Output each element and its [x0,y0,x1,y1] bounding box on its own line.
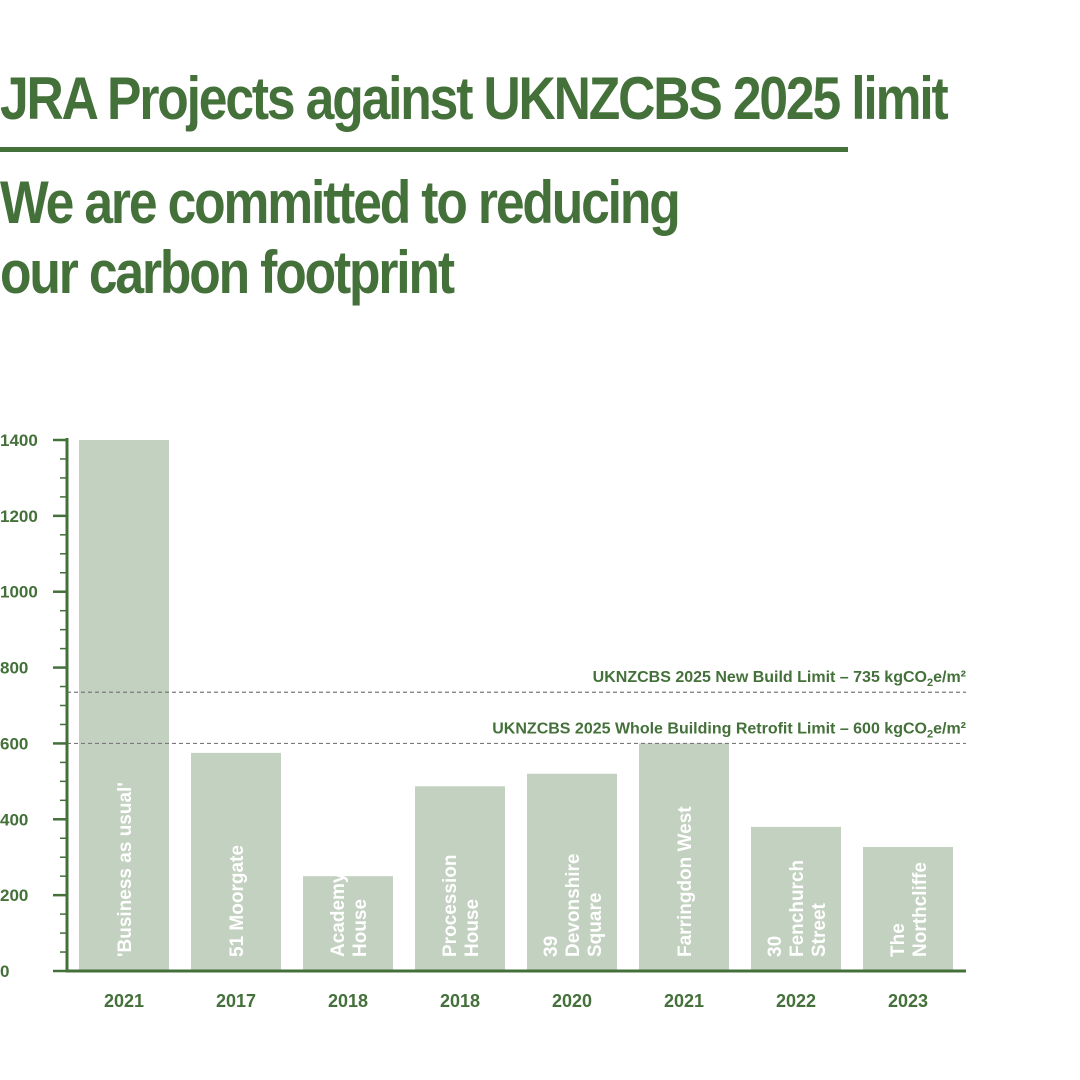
bar-label-5: 39DevonshireSquare [541,854,606,957]
bar-label-line: Farringdon West [675,806,696,957]
bar-label-8: TheNorthcliffe [888,862,931,957]
bar-label-line: Northcliffe [910,862,931,957]
bar-label-4: ProcessionHouse [440,855,483,957]
bar-4 [415,786,505,971]
bar-label-3: AcademyHouse [328,872,371,957]
y-tick-label: 0 [0,962,9,981]
bar-8 [863,846,953,971]
title-divider [0,147,848,152]
year-label-3: 2018 [328,991,368,1011]
y-tick-label: 600 [0,734,28,753]
y-tick-label: 800 [0,659,28,678]
year-label-6: 2021 [664,991,704,1011]
bar-label-line: Street [809,902,830,957]
y-tick-label: 1000 [0,583,38,602]
year-label-1: 2021 [104,991,144,1011]
subtitle-line-1: We are committed to reducing [0,169,681,236]
bar-label-line: House [462,899,483,957]
bar-5 [527,773,617,971]
bar-label-2: 51 Moorgate [227,845,248,957]
bar-label-line: Procession [440,855,461,957]
bar-label-line: Fenchurch [787,860,808,957]
bar-label-line: 'Business as usual' [115,782,136,957]
bar-label-1: 'Business as usual' [115,782,136,957]
year-label-2: 2017 [216,991,256,1011]
page-subtitle: We are committed to reducing our carbon … [0,168,681,308]
bar-label-line: 30 [765,936,786,957]
year-label-7: 2022 [776,991,816,1011]
bar-label-line: 51 Moorgate [227,845,248,957]
page-title: JRA Projects against UKNZCBS 2025 limit [0,65,949,132]
bar-label-line: The [888,923,909,957]
year-label-4: 2018 [440,991,480,1011]
bar-2 [191,752,281,971]
bar-3 [303,876,393,971]
bar-7 [751,826,841,971]
bar-1 [79,440,169,971]
bar-label-6: Farringdon West [675,806,696,957]
bar-label-line: House [350,899,371,957]
bar-6 [639,743,729,971]
y-tick-label: 400 [0,810,28,829]
y-tick-label: 1400 [0,431,38,450]
limit-label-2: UKNZCBS 2025 Whole Building Retrofit Lim… [492,720,966,740]
bar-label-line: 39 [541,936,562,957]
y-tick-label: 1200 [0,507,38,526]
bar-label-line: Square [585,893,606,957]
limit-label-1: UKNZCBS 2025 New Build Limit – 735 kgCO2… [593,669,966,689]
bar-label-line: Devonshire [563,854,584,957]
bar-label-7: 30FenchurchStreet [765,860,830,957]
bar-label-line: Academy [328,872,349,957]
y-tick-label: 200 [0,886,28,905]
year-label-8: 2023 [888,991,928,1011]
year-label-5: 2020 [552,991,592,1011]
subtitle-line-2: our carbon footprint [0,239,455,306]
